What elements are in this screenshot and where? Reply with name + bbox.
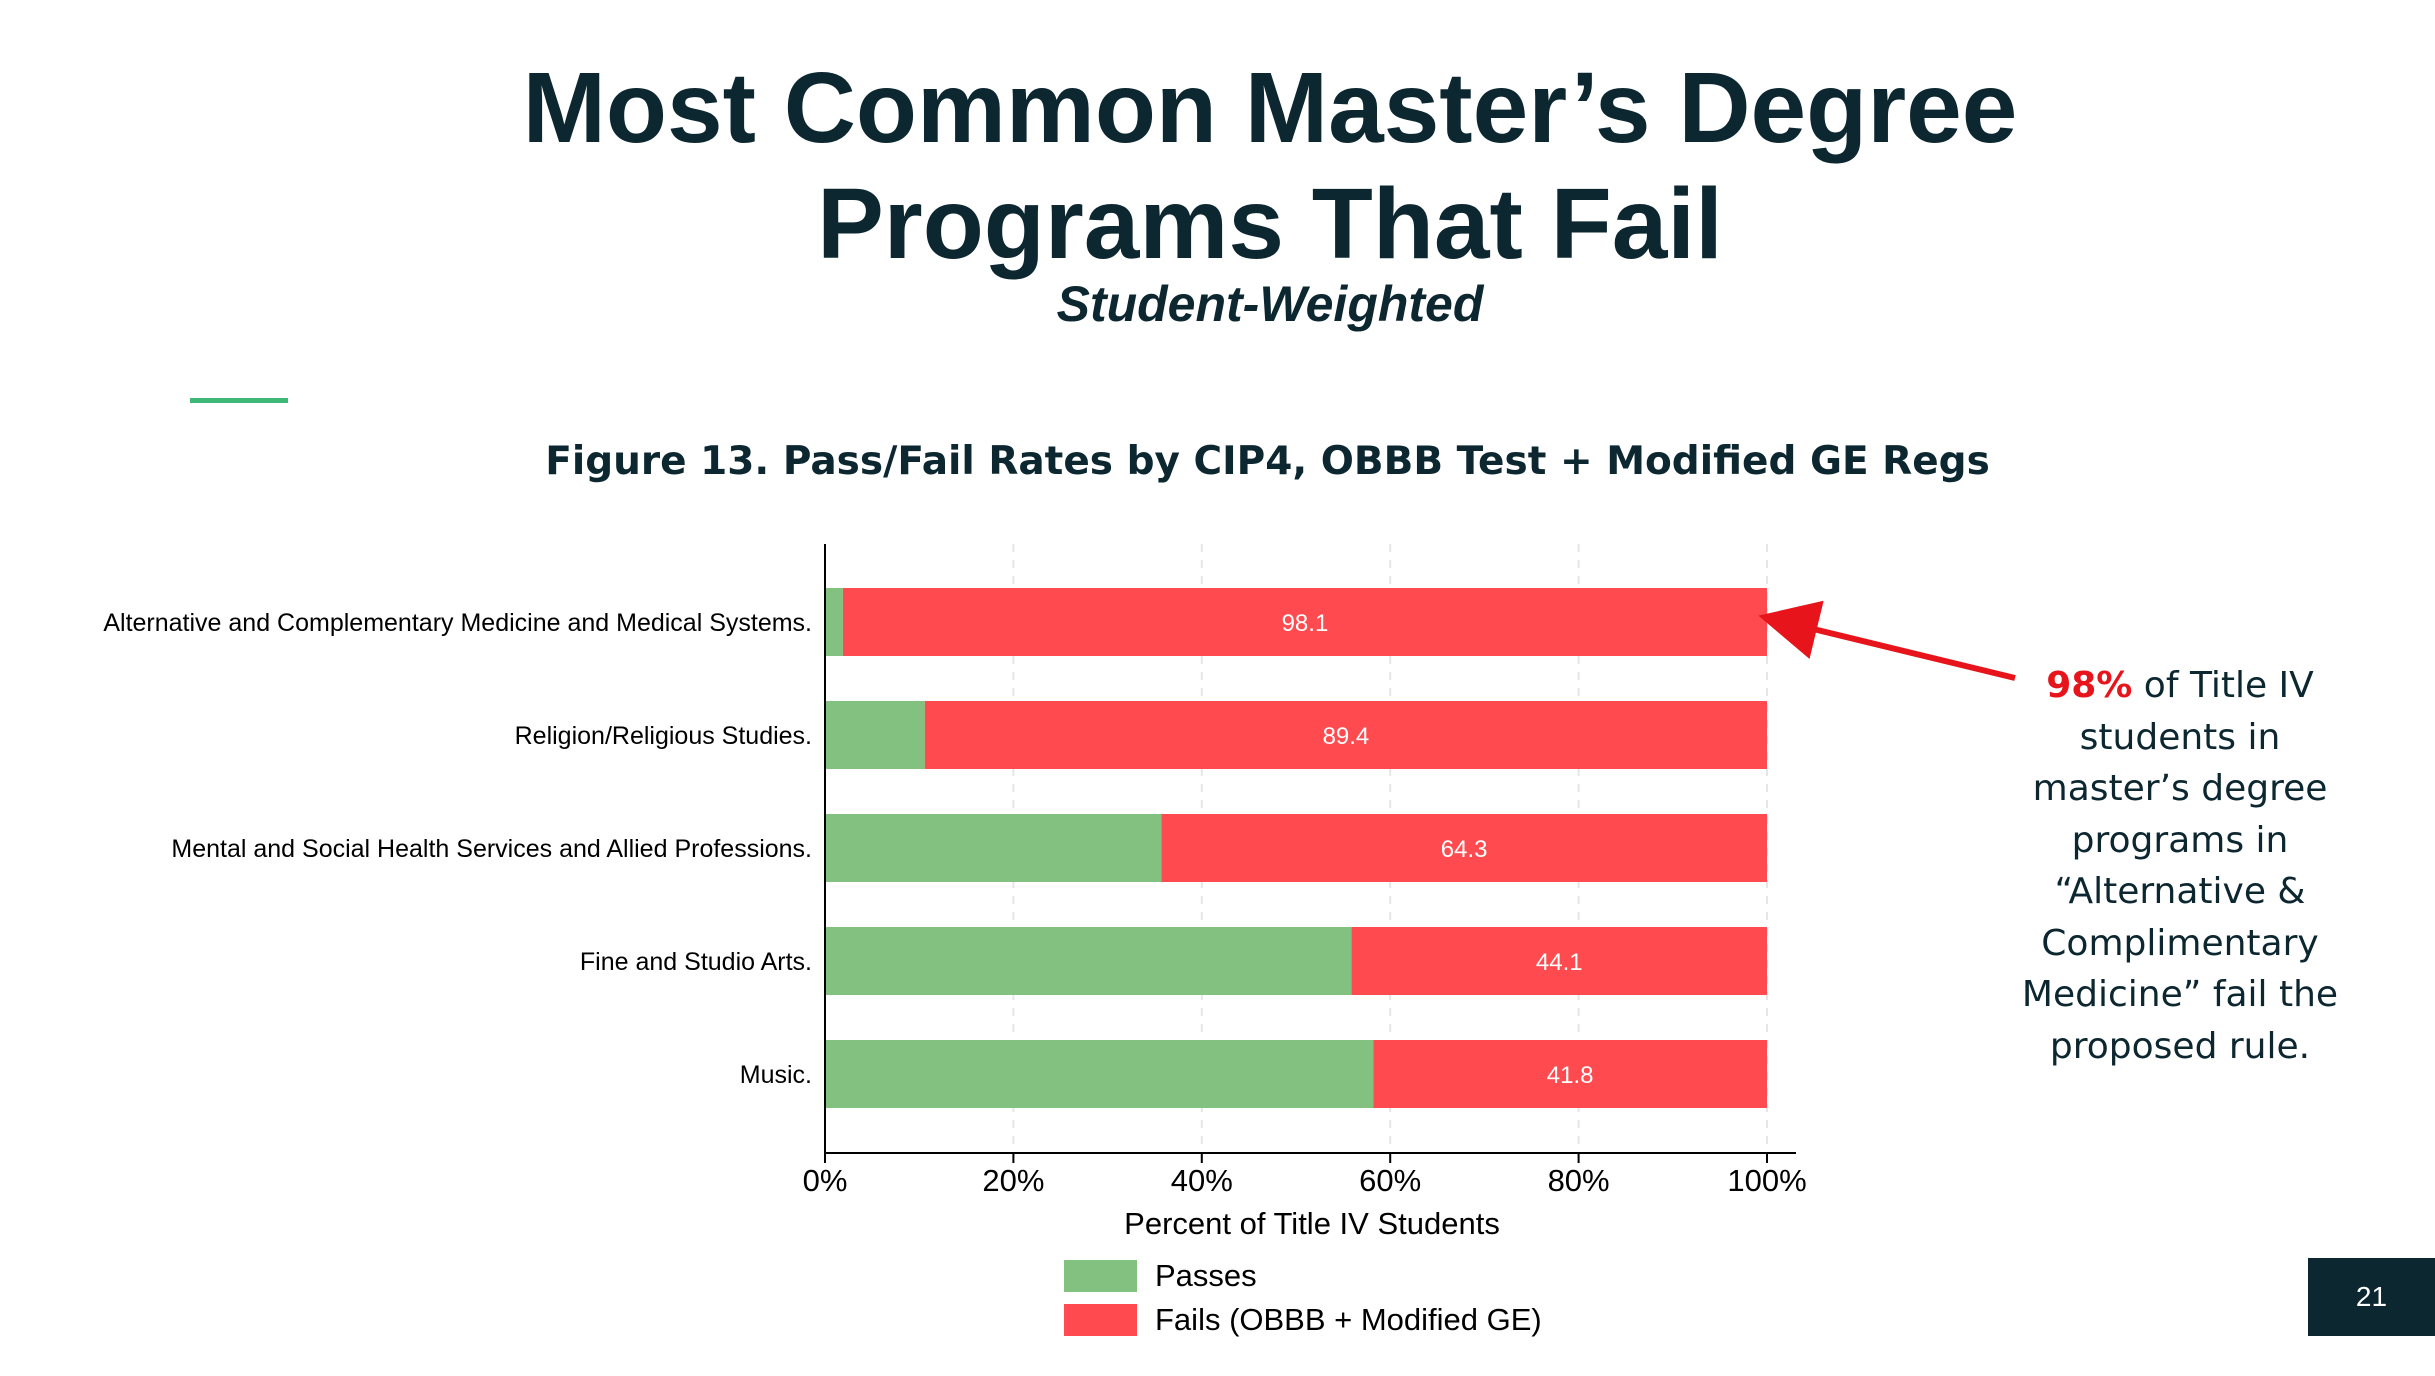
category-label-2: Mental and Social Health Services and Al… <box>171 835 812 863</box>
bar-fails-4 <box>1373 1040 1767 1108</box>
x-tick-label-20: 20% <box>982 1163 1044 1198</box>
x-tick-label-40: 40% <box>1171 1163 1233 1198</box>
bar-passes-1 <box>825 701 925 769</box>
legend-label-passes: Passes <box>1155 1258 1257 1293</box>
bar-passes-2 <box>825 814 1162 882</box>
bars <box>825 588 1767 1108</box>
x-tick-label-60: 60% <box>1359 1163 1421 1198</box>
bar-passes-4 <box>825 1040 1374 1108</box>
annotation-arrow <box>1758 600 2016 681</box>
data-label-4: 41.8 <box>1547 1062 1594 1089</box>
legend-label-fails: Fails (OBBB + Modified GE) <box>1155 1302 1542 1337</box>
category-label-0: Alternative and Complementary Medicine a… <box>103 609 812 637</box>
annotation-body: of Title IV students in master’s degree … <box>2021 665 2339 1067</box>
category-label-1: Religion/Religious Studies. <box>515 722 812 750</box>
bar-passes-3 <box>825 927 1352 995</box>
figure-caption: Figure 13. Pass/Fail Rates by CIP4, OBBB… <box>545 439 1990 484</box>
category-label-3: Fine and Studio Arts. <box>580 948 812 976</box>
category-label-4: Music. <box>740 1061 812 1089</box>
bar-fails-3 <box>1351 927 1767 995</box>
data-label-3: 44.1 <box>1536 949 1583 976</box>
data-label-2: 64.3 <box>1441 836 1488 863</box>
accent-rule <box>190 398 288 403</box>
x-tick-label-100: 100% <box>1727 1163 1806 1198</box>
x-tick-label-80: 80% <box>1548 1163 1610 1198</box>
legend: Passes Fails (OBBB + Modified GE) <box>1064 1258 1542 1337</box>
slide-title-line-1: Most Common Master’s Degree <box>522 52 2018 164</box>
data-label-1: 89.4 <box>1323 723 1370 750</box>
slide-title-line-2: Programs That Fail <box>817 168 1723 280</box>
legend-swatch-fails <box>1064 1304 1137 1336</box>
annotation-text: 98% of Title IV students in master’s deg… <box>2000 660 2360 1072</box>
bar-fails-2 <box>1161 814 1767 882</box>
bar-fails-0 <box>842 588 1767 656</box>
annotation-highlight: 98% <box>2046 665 2133 706</box>
bar-fails-1 <box>924 701 1767 769</box>
data-label-0: 98.1 <box>1282 610 1329 637</box>
labels: 98.1 Alternative and Complementary Medici… <box>103 609 1806 1198</box>
x-tick-label-0: 0% <box>803 1163 848 1198</box>
x-axis-title: Percent of Title IV Students <box>1124 1206 1500 1241</box>
legend-swatch-passes <box>1064 1260 1137 1292</box>
page-number-badge: 21 <box>2308 1258 2435 1336</box>
slide-subtitle: Student-Weighted <box>1056 276 1484 332</box>
bar-passes-0 <box>825 588 843 656</box>
